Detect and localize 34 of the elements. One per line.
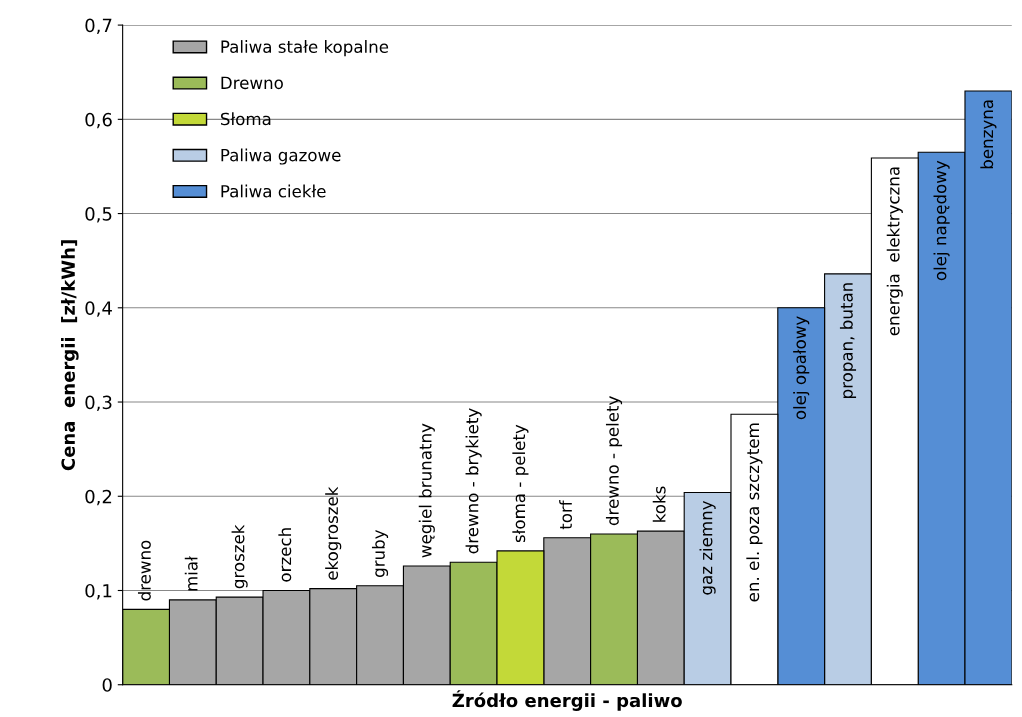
y-axis-title: Cena energii [zł/kWh]	[61, 240, 79, 471]
legend-label: Paliwa ciekłe	[221, 184, 326, 198]
y-tick-label: 0	[102, 678, 112, 692]
legend-label: Paliwa stałe kopalne	[221, 40, 389, 57]
x-tick-label: groszek	[231, 524, 248, 589]
x-tick-label: ekogroszek	[325, 486, 342, 580]
x-axis-title: Źródło energii - paliwo	[452, 690, 682, 711]
x-tick-label: gruby	[371, 529, 389, 577]
x-tick-label: energia elektryczna	[886, 167, 903, 336]
y-tick-label: 0,3	[85, 395, 112, 411]
x-tick-label: węgiel brunatny	[418, 423, 435, 558]
x-tick-label: słoma - pelety	[512, 424, 529, 543]
x-tick-label: en. el. poza szczytem	[746, 423, 763, 602]
x-tick-label: gaz ziemny	[699, 500, 716, 595]
x-tick-label: miał	[184, 556, 198, 591]
y-tick-label: 0,6	[85, 112, 112, 129]
x-tick-label: drewno - pelety	[605, 396, 623, 526]
x-tick-label: orzech	[278, 528, 292, 582]
legend-label: Słoma	[220, 112, 271, 126]
x-tick-label: olej opałowy	[793, 316, 810, 420]
x-tick-label: drewno - brykiety	[465, 408, 482, 554]
x-tick-label: propan, butan	[839, 283, 857, 398]
x-tick-label: olej napędowy	[933, 160, 950, 281]
y-tick-label: 0,5	[85, 207, 112, 223]
y-tick-label: 0,2	[85, 489, 112, 506]
x-tick-label: koks	[652, 486, 666, 522]
y-tick-label: 0,4	[85, 301, 112, 317]
x-tick-label: drewno	[137, 540, 151, 601]
y-tick-label: 0,1	[85, 583, 112, 600]
legend-label: Paliwa gazowe	[221, 148, 341, 165]
x-tick-label: benzyna	[980, 100, 997, 169]
x-tick-label: torf	[559, 500, 573, 530]
y-tick-label: 0,7	[85, 18, 112, 35]
legend-label: Drewno	[221, 76, 283, 90]
